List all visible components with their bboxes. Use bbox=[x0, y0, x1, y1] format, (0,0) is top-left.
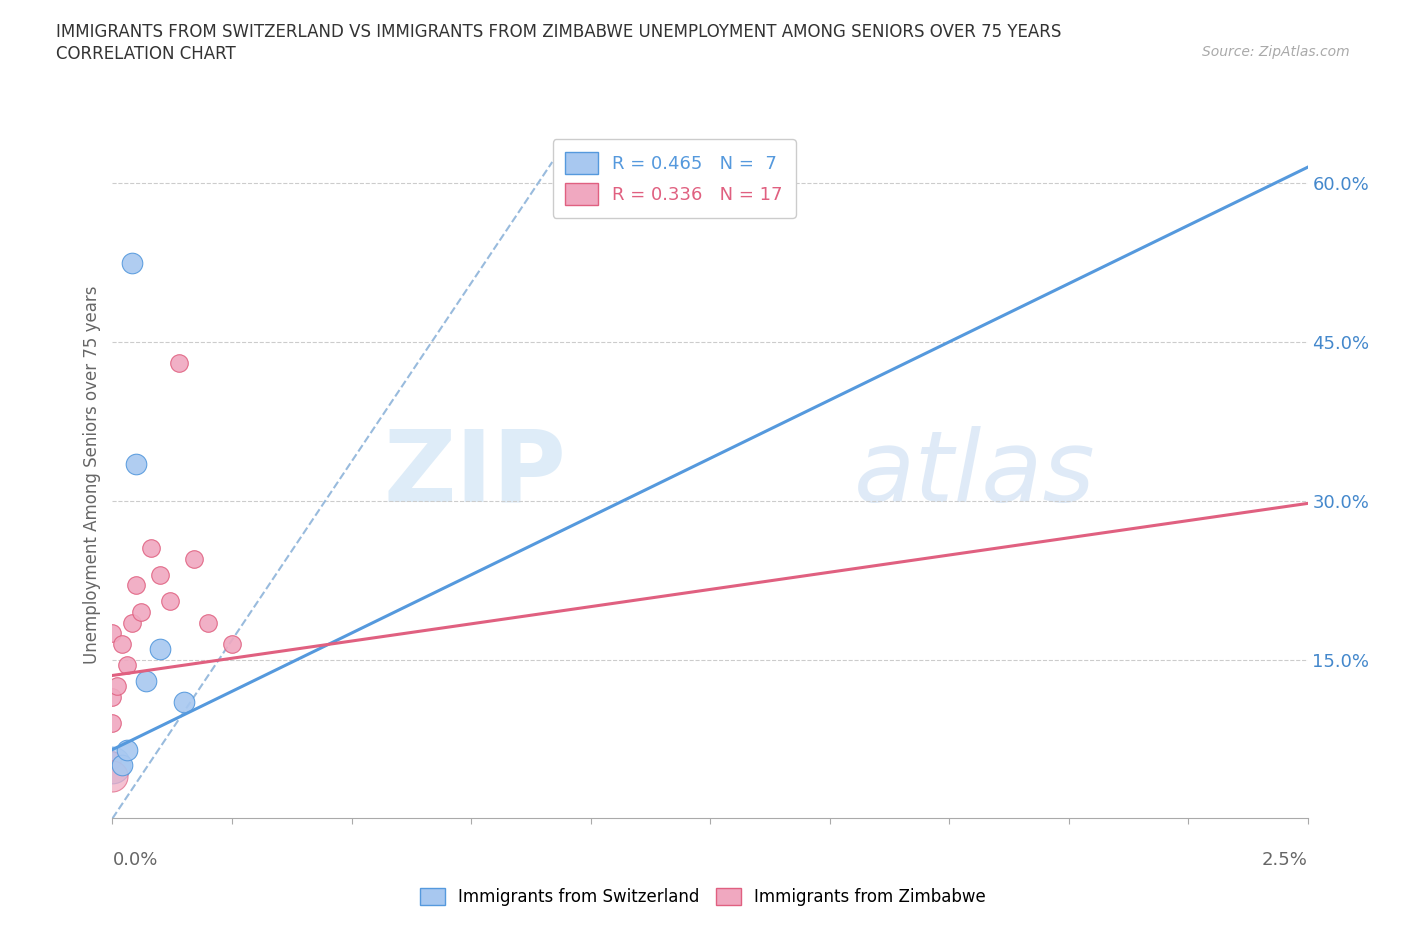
Text: Source: ZipAtlas.com: Source: ZipAtlas.com bbox=[1202, 45, 1350, 59]
Point bbox=[101, 689, 124, 704]
Point bbox=[121, 615, 143, 630]
Point bbox=[101, 716, 124, 731]
Point bbox=[101, 626, 124, 641]
Point bbox=[125, 457, 148, 472]
Text: CORRELATION CHART: CORRELATION CHART bbox=[56, 45, 236, 62]
Point bbox=[111, 636, 134, 651]
Point bbox=[149, 642, 172, 657]
Point bbox=[139, 541, 162, 556]
Point bbox=[183, 551, 205, 566]
Point bbox=[173, 695, 195, 710]
Legend: R = 0.465   N =  7, R = 0.336   N = 17: R = 0.465 N = 7, R = 0.336 N = 17 bbox=[553, 140, 796, 218]
Point bbox=[221, 636, 243, 651]
Point bbox=[101, 758, 124, 773]
Legend: Immigrants from Switzerland, Immigrants from Zimbabwe: Immigrants from Switzerland, Immigrants … bbox=[413, 881, 993, 912]
Point bbox=[101, 752, 124, 767]
Point bbox=[159, 594, 181, 609]
Point bbox=[149, 567, 172, 582]
Point bbox=[111, 758, 134, 773]
Text: ZIP: ZIP bbox=[384, 426, 567, 523]
Point bbox=[101, 768, 124, 783]
Text: atlas: atlas bbox=[853, 426, 1095, 523]
Y-axis label: Unemployment Among Seniors over 75 years: Unemployment Among Seniors over 75 years bbox=[83, 286, 101, 663]
Text: 2.5%: 2.5% bbox=[1261, 851, 1308, 869]
Point bbox=[105, 679, 128, 694]
Point bbox=[115, 658, 138, 672]
Point bbox=[121, 255, 143, 270]
Point bbox=[197, 615, 219, 630]
Point bbox=[135, 673, 157, 688]
Point bbox=[115, 742, 138, 757]
Point bbox=[169, 355, 191, 370]
Point bbox=[129, 604, 152, 619]
Text: 0.0%: 0.0% bbox=[112, 851, 157, 869]
Text: IMMIGRANTS FROM SWITZERLAND VS IMMIGRANTS FROM ZIMBABWE UNEMPLOYMENT AMONG SENIO: IMMIGRANTS FROM SWITZERLAND VS IMMIGRANT… bbox=[56, 23, 1062, 41]
Point bbox=[125, 578, 148, 593]
